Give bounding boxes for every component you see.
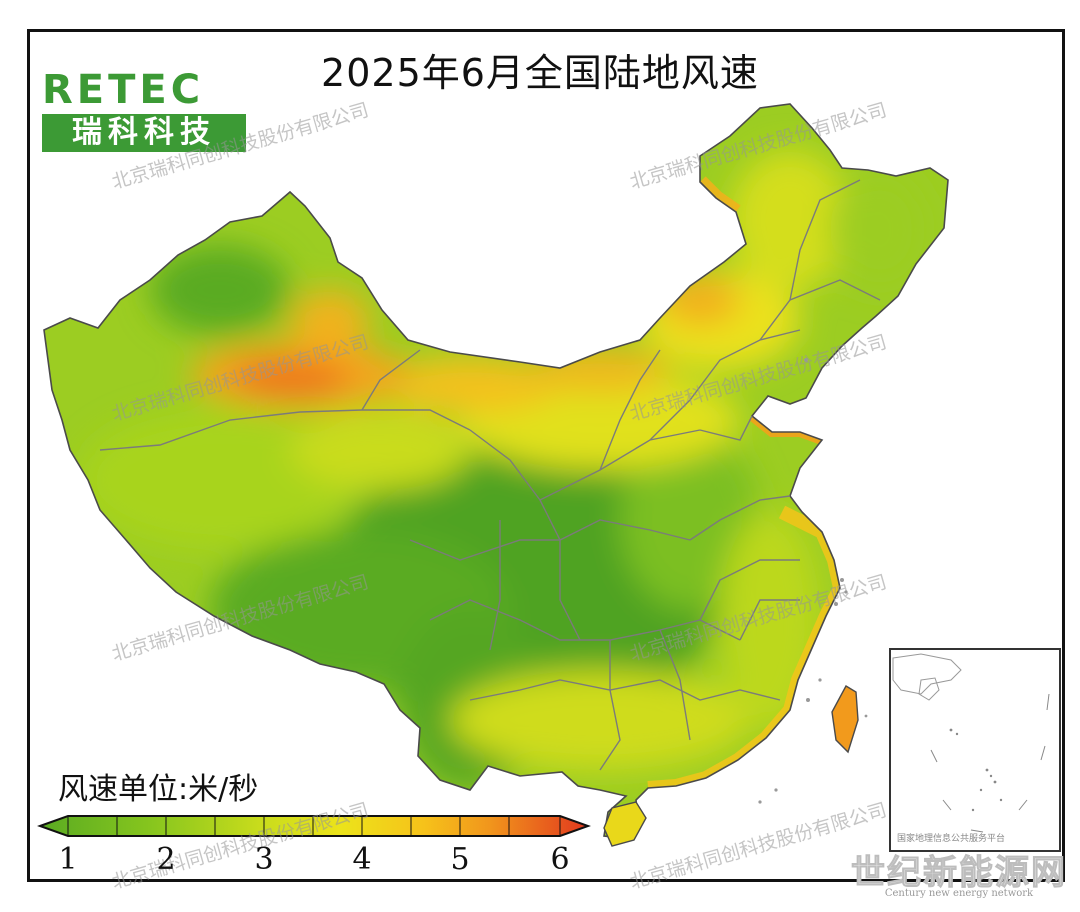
- legend-colorbar: [37, 815, 591, 837]
- legend-ticks: 1 2 3 4 5 6: [0, 842, 1080, 882]
- inset-map: [892, 653, 1050, 833]
- legend-tick: 2: [156, 842, 176, 877]
- hainan-island: [603, 801, 647, 847]
- map-title: 2025年6月全国陆地风速: [321, 51, 759, 95]
- legend-tick: 3: [254, 842, 274, 877]
- site-watermark-subtitle: Century new energy network: [884, 888, 1034, 899]
- legend-tick: 6: [550, 842, 570, 877]
- legend-unit-label: 风速单位:米/秒: [58, 772, 259, 807]
- taiwan-island: [831, 685, 859, 754]
- south-china-sea-inset: 国家地理信息公共服务平台: [889, 648, 1061, 852]
- logo-brand-text: RETEC: [42, 67, 205, 113]
- coastal-islands: [758, 358, 868, 804]
- company-logo: RETEC 瑞科科技: [42, 68, 246, 152]
- province-boundaries: [99, 179, 881, 771]
- inset-source-label: 国家地理信息公共服务平台: [897, 834, 1006, 844]
- site-watermark-name: 世纪新能源网: [851, 853, 1067, 893]
- legend-tick: 5: [450, 842, 470, 877]
- wind-speed-field: [44, 104, 948, 838]
- legend-tick: 4: [352, 842, 372, 877]
- legend-tick: 1: [58, 842, 78, 877]
- site-watermark: 世纪新能源网 Century new energy network: [848, 853, 1070, 900]
- logo-chinese-name: 瑞科科技: [42, 114, 246, 152]
